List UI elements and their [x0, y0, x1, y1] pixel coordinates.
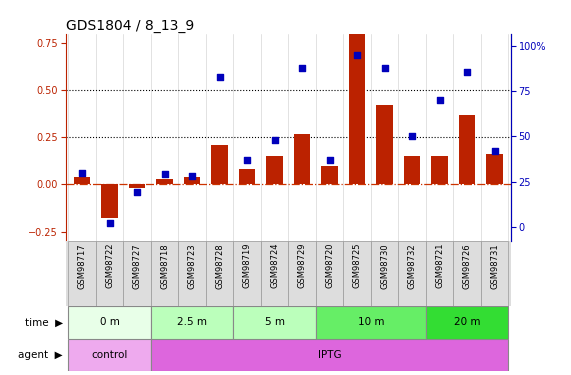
Bar: [151, 241, 178, 306]
Bar: [69, 306, 151, 339]
Bar: [399, 241, 426, 306]
Bar: [426, 306, 508, 339]
Bar: [178, 241, 206, 306]
Point: [352, 53, 361, 58]
Text: GSM98728: GSM98728: [215, 243, 224, 289]
Text: GSM98723: GSM98723: [188, 243, 196, 289]
Text: time  ▶: time ▶: [25, 317, 63, 327]
Text: agent  ▶: agent ▶: [18, 350, 63, 360]
Bar: [288, 241, 316, 306]
Bar: [234, 306, 316, 339]
Point: [490, 148, 499, 154]
Text: GSM98722: GSM98722: [105, 243, 114, 288]
Text: GSM98730: GSM98730: [380, 243, 389, 289]
Bar: [206, 241, 234, 306]
Text: 5 m: 5 m: [264, 317, 284, 327]
Text: GSM98718: GSM98718: [160, 243, 169, 289]
Point: [78, 170, 87, 176]
Bar: [321, 166, 338, 184]
Bar: [316, 241, 343, 306]
Bar: [426, 241, 453, 306]
Text: 10 m: 10 m: [357, 317, 384, 327]
Text: GSM98727: GSM98727: [132, 243, 142, 289]
Text: GSM98720: GSM98720: [325, 243, 334, 288]
Text: 0 m: 0 m: [100, 317, 119, 327]
Text: 2.5 m: 2.5 m: [177, 317, 207, 327]
Bar: [239, 170, 255, 184]
Bar: [261, 241, 288, 306]
Bar: [211, 145, 228, 184]
Text: control: control: [91, 350, 128, 360]
Point: [105, 220, 114, 226]
Bar: [376, 105, 393, 184]
Bar: [234, 241, 261, 306]
Text: GDS1804 / 8_13_9: GDS1804 / 8_13_9: [66, 19, 194, 33]
Text: 20 m: 20 m: [454, 317, 480, 327]
Bar: [102, 184, 118, 218]
Point: [187, 173, 196, 179]
Text: IPTG: IPTG: [318, 350, 341, 360]
Bar: [294, 134, 311, 184]
Point: [243, 157, 252, 163]
Point: [215, 74, 224, 80]
Point: [408, 134, 417, 140]
Point: [297, 65, 307, 71]
Text: GSM98725: GSM98725: [352, 243, 361, 288]
Point: [463, 69, 472, 75]
Point: [160, 171, 169, 177]
Bar: [156, 179, 173, 184]
Bar: [184, 177, 200, 184]
Bar: [69, 241, 96, 306]
Bar: [453, 241, 481, 306]
Point: [270, 137, 279, 143]
Text: GSM98729: GSM98729: [297, 243, 307, 288]
Bar: [486, 154, 503, 184]
Point: [435, 98, 444, 104]
Text: GSM98721: GSM98721: [435, 243, 444, 288]
Text: GSM98717: GSM98717: [78, 243, 87, 289]
Bar: [123, 241, 151, 306]
Point: [132, 189, 142, 195]
Bar: [481, 241, 508, 306]
Bar: [266, 156, 283, 184]
Bar: [69, 339, 151, 371]
Text: GSM98731: GSM98731: [490, 243, 499, 289]
Bar: [371, 241, 399, 306]
Bar: [151, 339, 508, 371]
Point: [325, 157, 334, 163]
Bar: [349, 30, 365, 184]
Bar: [431, 156, 448, 184]
Bar: [404, 156, 420, 184]
Bar: [316, 306, 426, 339]
Bar: [151, 306, 234, 339]
Bar: [459, 115, 475, 184]
Text: GSM98724: GSM98724: [270, 243, 279, 288]
Point: [380, 65, 389, 71]
Text: GSM98719: GSM98719: [243, 243, 252, 288]
Bar: [74, 177, 90, 184]
Text: GSM98732: GSM98732: [408, 243, 417, 289]
Bar: [96, 241, 123, 306]
Text: GSM98726: GSM98726: [463, 243, 472, 289]
Bar: [129, 184, 146, 188]
Bar: [343, 241, 371, 306]
